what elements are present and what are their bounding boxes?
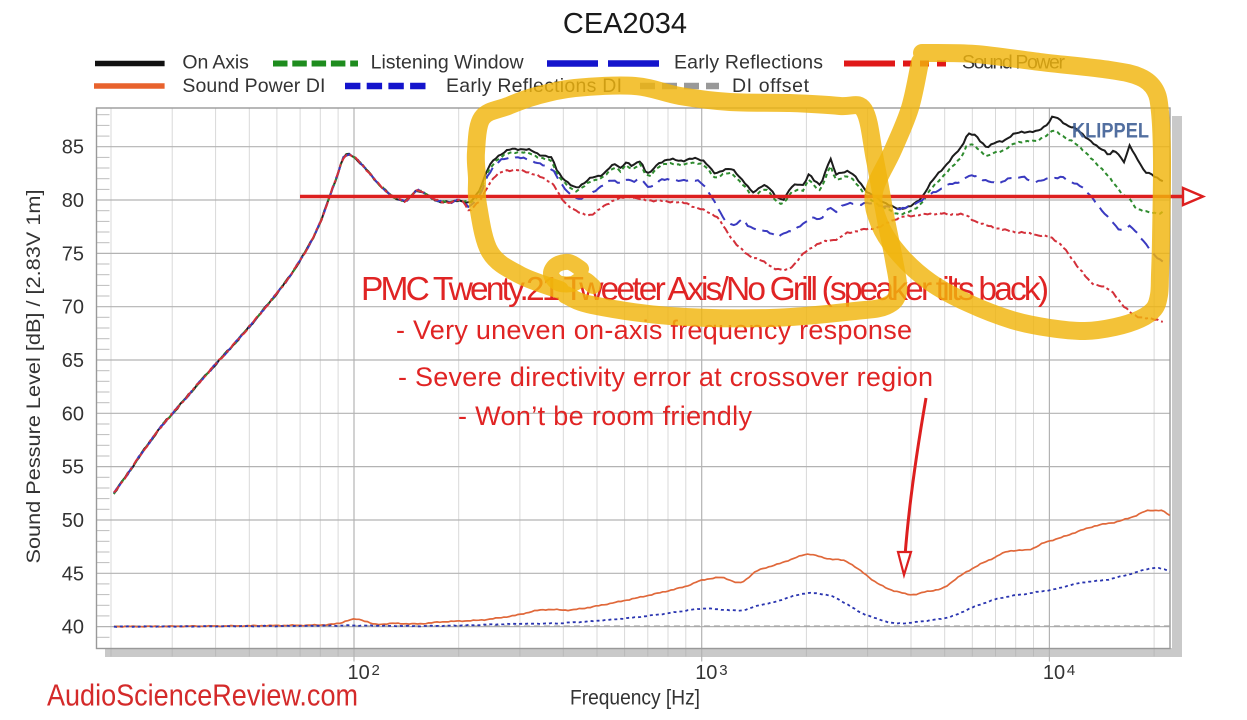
svg-text:Listening Window: Listening Window <box>371 52 525 74</box>
svg-text:Sound Power DI: Sound Power DI <box>182 75 325 97</box>
svg-text:4: 4 <box>1067 662 1075 679</box>
svg-text:Early Reflections: Early Reflections <box>674 52 823 74</box>
svg-text:55: 55 <box>62 457 84 479</box>
svg-text:3: 3 <box>719 662 727 679</box>
svg-text:60: 60 <box>62 403 84 425</box>
svg-text:Frequency [Hz]: Frequency [Hz] <box>570 687 700 710</box>
svg-text:45: 45 <box>62 563 84 585</box>
svg-text:DI offset: DI offset <box>732 75 810 97</box>
svg-text:10: 10 <box>1043 662 1065 684</box>
svg-text:AudioScienceReview.com: AudioScienceReview.com <box>47 679 358 713</box>
svg-text:- Severe directivity error at: - Severe directivity error at crossover … <box>398 362 933 392</box>
svg-text:Sound Pessure Level [dB] / [2.: Sound Pessure Level [dB] / [2.83V 1m] <box>24 190 45 564</box>
svg-text:10: 10 <box>695 662 717 684</box>
svg-text:50: 50 <box>62 510 84 532</box>
svg-text:65: 65 <box>62 350 84 372</box>
svg-text:75: 75 <box>62 243 84 265</box>
svg-text:70: 70 <box>62 297 84 319</box>
svg-text:2: 2 <box>372 662 380 679</box>
svg-text:KLIPPEL: KLIPPEL <box>1072 120 1149 143</box>
svg-text:40: 40 <box>62 617 84 639</box>
svg-text:10: 10 <box>348 662 370 684</box>
svg-text:85: 85 <box>62 137 84 159</box>
svg-text:CEA2034: CEA2034 <box>563 8 687 40</box>
svg-text:- Won’t be room friendly: - Won’t be room friendly <box>458 401 753 431</box>
svg-text:On Axis: On Axis <box>182 52 249 74</box>
svg-text:80: 80 <box>62 190 84 212</box>
